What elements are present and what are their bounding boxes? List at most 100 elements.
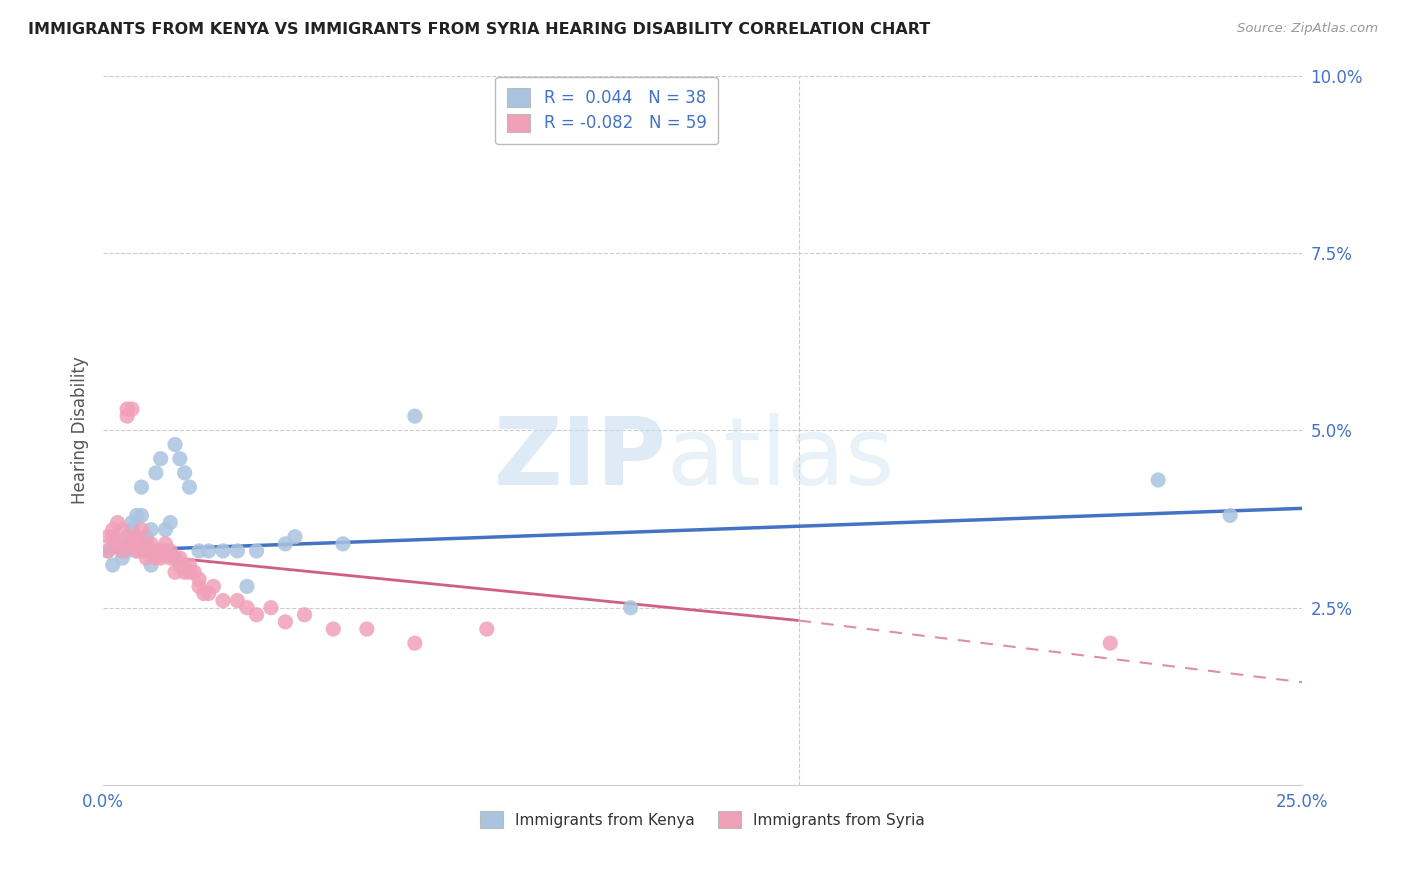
Point [149,544,172,558]
Point [159,551,181,566]
Point [121,530,143,544]
Point [121,402,143,417]
Point [121,516,143,530]
Point [245,544,267,558]
Point [212,544,235,558]
Point [179,566,201,580]
Point [149,551,172,566]
Point [101,523,124,537]
Point [165,437,187,451]
Point [236,600,259,615]
Point [169,558,191,573]
Point [404,409,426,423]
Text: atlas: atlas [666,413,894,505]
Point [111,551,134,566]
Point [139,537,162,551]
Point [145,551,167,566]
Point [125,537,148,551]
Point [111,544,134,558]
Point [139,523,162,537]
Point [173,566,195,580]
Point [159,516,181,530]
Point [1219,508,1241,523]
Point [404,636,426,650]
Point [188,572,211,586]
Text: IMMIGRANTS FROM KENYA VS IMMIGRANTS FROM SYRIA HEARING DISABILITY CORRELATION CH: IMMIGRANTS FROM KENYA VS IMMIGRANTS FROM… [28,22,931,37]
Point [197,586,219,600]
Point [97,530,120,544]
Point [101,530,124,544]
Point [226,544,249,558]
Point [101,558,124,573]
Point [165,551,187,566]
Point [226,593,249,607]
Point [155,544,177,558]
Point [197,544,219,558]
Point [212,593,235,607]
Point [97,544,120,558]
Point [125,508,148,523]
Point [169,451,191,466]
Point [135,551,157,566]
Point [284,530,307,544]
Point [107,537,129,551]
Point [183,566,205,580]
Point [475,622,498,636]
Point [260,600,283,615]
Point [125,544,148,558]
Point [1147,473,1170,487]
Legend: Immigrants from Kenya, Immigrants from Syria: Immigrants from Kenya, Immigrants from S… [474,805,931,834]
Point [165,551,187,566]
Point [139,544,162,558]
Point [159,544,181,558]
Point [165,566,187,580]
Point [274,615,297,629]
Point [173,558,195,573]
Point [245,607,267,622]
Point [145,466,167,480]
Point [179,558,201,573]
Point [193,586,215,600]
Point [107,537,129,551]
Y-axis label: Hearing Disability: Hearing Disability [72,357,89,504]
Point [356,622,378,636]
Point [121,537,143,551]
Point [294,607,316,622]
Point [115,544,138,558]
Point [135,537,157,551]
Point [173,466,195,480]
Point [1099,636,1122,650]
Point [274,537,297,551]
Point [236,579,259,593]
Point [145,544,167,558]
Point [179,480,201,494]
Point [125,530,148,544]
Point [155,537,177,551]
Point [107,516,129,530]
Point [115,530,138,544]
Point [322,622,344,636]
Text: Source: ZipAtlas.com: Source: ZipAtlas.com [1237,22,1378,36]
Point [131,523,153,537]
Point [135,544,157,558]
Point [115,402,138,417]
Point [121,523,143,537]
Point [115,409,138,423]
Point [149,451,172,466]
Point [135,537,157,551]
Point [135,530,157,544]
Point [111,523,134,537]
Point [131,480,153,494]
Point [139,558,162,573]
Point [332,537,354,551]
Point [188,579,211,593]
Point [125,544,148,558]
Point [202,579,225,593]
Text: ZIP: ZIP [494,413,666,505]
Point [97,544,120,558]
Point [620,600,643,615]
Point [188,544,211,558]
Point [131,544,153,558]
Point [115,537,138,551]
Point [131,537,153,551]
